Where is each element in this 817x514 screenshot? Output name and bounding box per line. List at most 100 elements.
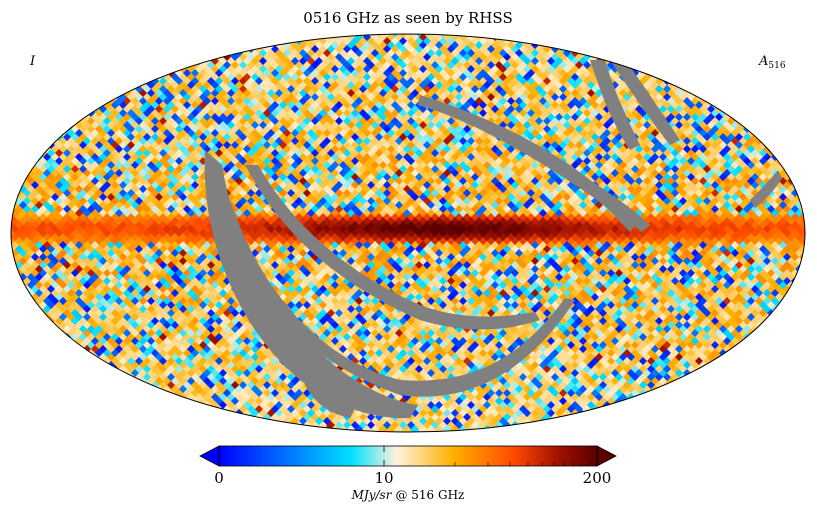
map-label: A516	[758, 54, 786, 71]
map-pixel	[150, 77, 160, 87]
map-pixel	[230, 93, 240, 103]
map-pixel	[242, 97, 252, 107]
map-pixel	[158, 93, 168, 103]
map-pixel	[166, 69, 176, 79]
map-pixel	[162, 73, 172, 83]
map-pixel	[178, 97, 188, 107]
map-pixel	[222, 77, 232, 87]
map-pixel	[242, 65, 252, 75]
map-pixel	[202, 81, 212, 91]
map-pixel	[182, 69, 192, 79]
chart-title: 0516 GHz as seen by RHSS	[303, 9, 512, 27]
map-pixel	[134, 85, 144, 95]
map-pixel	[146, 81, 156, 91]
map-pixel	[194, 73, 204, 83]
map-pixel	[210, 89, 220, 99]
map-pixel	[194, 97, 204, 107]
map-pixel	[246, 53, 256, 63]
map-pixel	[190, 85, 200, 95]
map-pixel	[186, 81, 196, 91]
map-pixel	[178, 89, 188, 99]
map-pixel	[142, 93, 152, 103]
map-pixel	[190, 61, 200, 71]
map-pixel	[234, 57, 244, 67]
map-pixel	[242, 73, 252, 83]
map-pixel	[154, 89, 164, 99]
map-pixel	[218, 73, 228, 83]
map-pixel	[234, 89, 244, 99]
stokes-label: I	[29, 54, 36, 69]
map-pixel	[246, 85, 256, 95]
map-pixel	[234, 97, 244, 107]
map-label-sub: 516	[768, 61, 785, 71]
map-pixel	[242, 89, 252, 99]
map-pixel	[230, 61, 240, 71]
map-pixel	[226, 73, 236, 83]
map-pixel	[178, 73, 188, 83]
map-pixel	[246, 93, 256, 103]
map-pixel	[170, 97, 180, 107]
map-pixel	[214, 93, 224, 103]
map-pixel	[238, 93, 248, 103]
map-pixel	[210, 65, 220, 75]
map-pixel	[154, 81, 164, 91]
map-pixel	[238, 61, 248, 71]
map-pixel	[226, 97, 236, 107]
map-pixel	[206, 85, 216, 95]
map-pixel	[146, 97, 156, 107]
map-pixel	[234, 73, 244, 83]
map-pixel	[214, 61, 224, 71]
map-pixel	[182, 93, 192, 103]
map-pixel	[238, 69, 248, 79]
map-pixel	[186, 89, 196, 99]
map-pixel	[210, 73, 220, 83]
map-pixel	[218, 81, 228, 91]
map-pixel	[174, 85, 184, 95]
map-pixel	[170, 89, 180, 99]
map-pixel	[238, 85, 248, 95]
map-pixel	[202, 57, 212, 67]
map-pixel	[238, 77, 248, 87]
map-pixel	[206, 69, 216, 79]
map-pixel	[198, 77, 208, 87]
map-pixel	[218, 97, 228, 107]
map-pixel	[198, 61, 208, 71]
map-pixel	[182, 77, 192, 87]
map-pixel	[194, 89, 204, 99]
map-pixel	[226, 89, 236, 99]
map-pixel	[206, 77, 216, 87]
map-label-main: A	[758, 54, 768, 69]
map-pixel	[170, 73, 180, 83]
map-pixel	[222, 69, 232, 79]
map-pixel	[130, 89, 140, 99]
map-pixel	[190, 69, 200, 79]
map-pixel	[194, 65, 204, 75]
map-pixel	[230, 53, 240, 63]
map-pixel	[186, 65, 196, 75]
map-pixel	[234, 49, 244, 59]
map-pixel	[222, 85, 232, 95]
map-pixel	[162, 97, 172, 107]
map-pixel	[190, 93, 200, 103]
map-pixel	[130, 97, 140, 107]
map-pixel	[154, 97, 164, 107]
map-pixel	[178, 65, 188, 75]
map-pixel	[214, 69, 224, 79]
map-pixel	[218, 57, 228, 67]
map-pixel	[170, 81, 180, 91]
map-pixel	[138, 81, 148, 91]
map-pixel	[230, 69, 240, 79]
map-pixel	[218, 89, 228, 99]
map-pixel	[222, 93, 232, 103]
map-pixel	[222, 53, 232, 63]
map-pixel	[202, 65, 212, 75]
map-pixel	[234, 65, 244, 75]
map-pixel	[242, 49, 252, 59]
map-pixel	[238, 53, 248, 63]
map-pixel	[150, 93, 160, 103]
map-pixel	[218, 65, 228, 75]
map-pixel	[158, 77, 168, 87]
map-pixel	[146, 89, 156, 99]
map-pixel	[242, 57, 252, 67]
